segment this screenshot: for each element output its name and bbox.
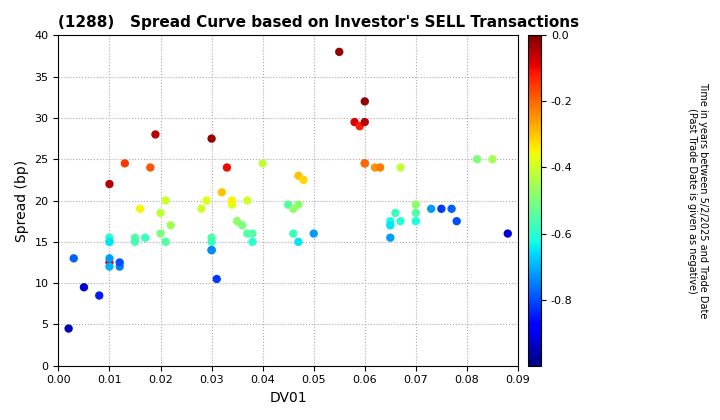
Point — [78, 284, 90, 291]
Point — [135, 205, 146, 212]
Point — [287, 230, 299, 237]
Point — [160, 239, 171, 245]
Point — [226, 201, 238, 208]
Point — [104, 239, 115, 245]
Point — [104, 259, 115, 266]
Point — [114, 259, 125, 266]
Point — [451, 218, 462, 225]
Point — [231, 218, 243, 225]
Point — [487, 156, 498, 163]
Point — [114, 263, 125, 270]
Point — [104, 234, 115, 241]
Point — [410, 218, 422, 225]
Point — [359, 119, 371, 126]
Point — [221, 164, 233, 171]
Point — [160, 197, 171, 204]
Point — [247, 239, 258, 245]
Point — [226, 197, 238, 204]
Point — [150, 131, 161, 138]
Point — [292, 201, 304, 208]
Point — [129, 239, 140, 245]
Text: (1288)   Spread Curve based on Investor's SELL Transactions: (1288) Spread Curve based on Investor's … — [58, 15, 580, 30]
Point — [155, 230, 166, 237]
Point — [359, 160, 371, 167]
Y-axis label: Spread (bp): Spread (bp) — [15, 160, 29, 241]
Point — [201, 197, 212, 204]
Point — [104, 255, 115, 262]
Point — [395, 164, 406, 171]
Point — [206, 247, 217, 253]
Y-axis label: Time in years between 5/2/2025 and Trade Date
(Past Trade Date is given as negat: Time in years between 5/2/2025 and Trade… — [687, 82, 708, 319]
Point — [104, 263, 115, 270]
Point — [384, 218, 396, 225]
Point — [446, 205, 457, 212]
Point — [155, 210, 166, 216]
Point — [395, 218, 406, 225]
Point — [68, 255, 79, 262]
Point — [242, 230, 253, 237]
Point — [216, 189, 228, 196]
Point — [359, 160, 371, 167]
Point — [196, 205, 207, 212]
Point — [119, 160, 130, 167]
Point — [410, 210, 422, 216]
Point — [384, 234, 396, 241]
Point — [502, 230, 513, 237]
Point — [287, 205, 299, 212]
Point — [369, 164, 381, 171]
Point — [298, 176, 310, 183]
Point — [104, 181, 115, 187]
Point — [426, 205, 437, 212]
Point — [472, 156, 483, 163]
Point — [63, 325, 74, 332]
Point — [257, 160, 269, 167]
Point — [410, 201, 422, 208]
Point — [384, 222, 396, 228]
Point — [94, 292, 105, 299]
Point — [308, 230, 320, 237]
Point — [129, 234, 140, 241]
Point — [242, 197, 253, 204]
Point — [236, 222, 248, 228]
Point — [390, 210, 401, 216]
Point — [292, 239, 304, 245]
Point — [206, 135, 217, 142]
Point — [292, 172, 304, 179]
Point — [140, 234, 151, 241]
Point — [436, 205, 447, 212]
Point — [145, 164, 156, 171]
Point — [206, 247, 217, 253]
Point — [206, 234, 217, 241]
Point — [104, 239, 115, 245]
Point — [348, 119, 360, 126]
Point — [359, 98, 371, 105]
Point — [333, 48, 345, 55]
Point — [282, 201, 294, 208]
Point — [211, 276, 222, 282]
Point — [374, 164, 386, 171]
Point — [247, 230, 258, 237]
Point — [206, 239, 217, 245]
X-axis label: DV01: DV01 — [269, 391, 307, 405]
Point — [354, 123, 366, 129]
Point — [165, 222, 176, 228]
